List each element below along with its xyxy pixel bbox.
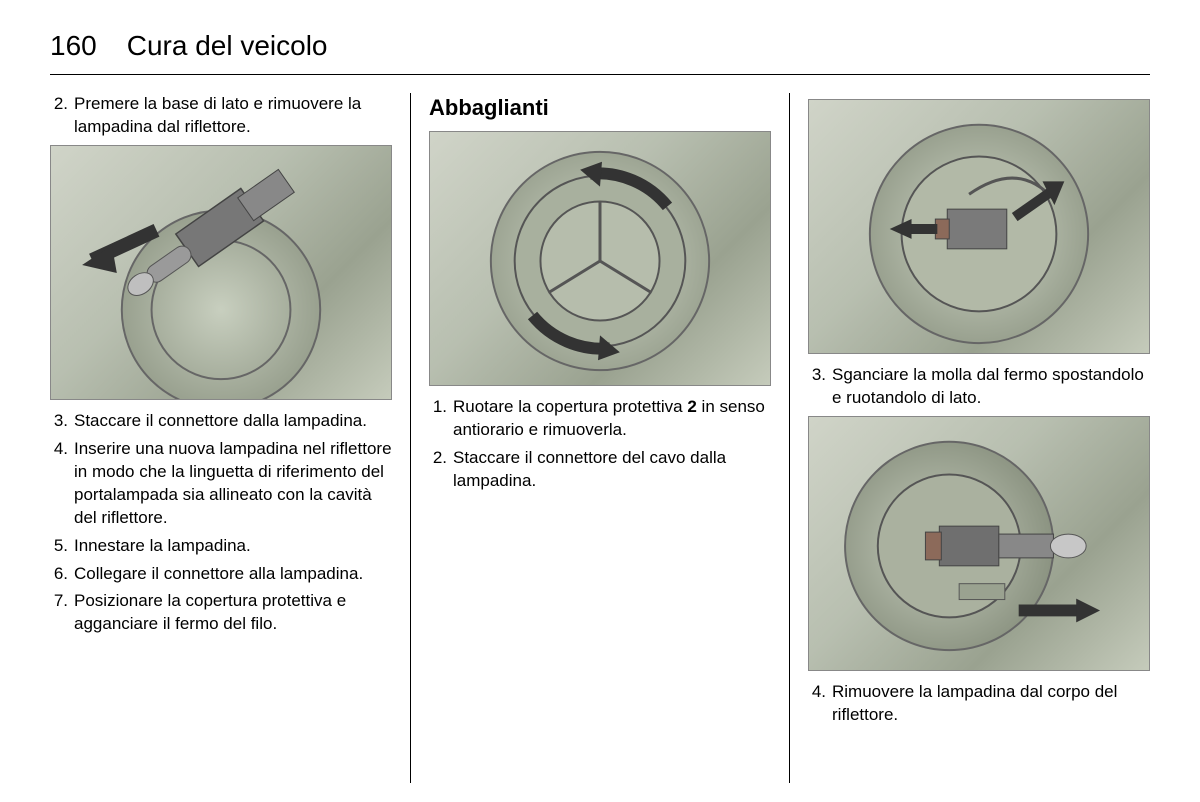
step-text: Innestare la lampadina.	[74, 535, 392, 558]
page-header: 160 Cura del veicolo	[50, 30, 1150, 75]
bulb-pull-out-illustration	[809, 417, 1149, 670]
list-item: 2. Staccare il connettore del cavo dalla…	[429, 447, 771, 493]
list-item: 6. Collegare il connettore alla lam­padi…	[50, 563, 392, 586]
col1-steps-after-figure: 3. Staccare il connettore dalla lam­padi…	[50, 410, 392, 636]
step-text: Staccare il connettore del cavo dalla la…	[453, 447, 771, 493]
spring-release-illustration	[809, 100, 1149, 353]
step-number: 4.	[808, 681, 832, 727]
content-columns: 2. Premere la base di lato e rimuo­vere …	[50, 93, 1150, 783]
step-text: Sganciare la molla dal fermo spo­standol…	[832, 364, 1150, 410]
step-number: 3.	[50, 410, 74, 433]
col3-steps-a: 3. Sganciare la molla dal fermo spo­stan…	[808, 364, 1150, 410]
ref-number-bold: 2	[687, 397, 696, 416]
step-number: 4.	[50, 438, 74, 530]
step-text: Staccare il connettore dalla lam­padina.	[74, 410, 392, 433]
list-item: 3. Staccare il connettore dalla lam­padi…	[50, 410, 392, 433]
col1-steps-before-figure: 2. Premere la base di lato e rimuo­vere …	[50, 93, 392, 139]
figure-bulb-pull-out	[808, 416, 1150, 671]
list-item: 2. Premere la base di lato e rimuo­vere …	[50, 93, 392, 139]
step-number: 2.	[429, 447, 453, 493]
step-text: Premere la base di lato e rimuo­vere la …	[74, 93, 392, 139]
step-text: Ruotare la copertura protettiva 2 in sen…	[453, 396, 771, 442]
step-number: 1.	[429, 396, 453, 442]
step-text: Inserire una nuova lampadina nel riflett…	[74, 438, 392, 530]
col2-steps: 1. Ruotare la copertura protettiva 2 in …	[429, 396, 771, 493]
chapter-title: Cura del veicolo	[127, 30, 328, 62]
step-number: 5.	[50, 535, 74, 558]
column-3: 3. Sganciare la molla dal fermo spo­stan…	[790, 93, 1150, 783]
figure-bulb-removal	[50, 145, 392, 400]
step-text: Rimuovere la lampadina dal corpo del rif…	[832, 681, 1150, 727]
step-number: 7.	[50, 590, 74, 636]
list-item: 4. Rimuovere la lampadina dal corpo del …	[808, 681, 1150, 727]
step-text-pre: Ruotare la copertura protettiva	[453, 397, 687, 416]
step-number: 2.	[50, 93, 74, 139]
col3-steps-b: 4. Rimuovere la lampadina dal corpo del …	[808, 681, 1150, 727]
section-title-abbaglianti: Abbaglianti	[429, 93, 771, 123]
list-item: 3. Sganciare la molla dal fermo spo­stan…	[808, 364, 1150, 410]
list-item: 5. Innestare la lampadina.	[50, 535, 392, 558]
step-text: Collegare il connettore alla lam­padina.	[74, 563, 392, 586]
page-number: 160	[50, 30, 97, 62]
list-item: 1. Ruotare la copertura protettiva 2 in …	[429, 396, 771, 442]
step-number: 3.	[808, 364, 832, 410]
list-item: 7. Posizionare la copertura protet­tiva …	[50, 590, 392, 636]
bulb-removal-illustration	[51, 146, 391, 399]
step-text: Posizionare la copertura protet­tiva e a…	[74, 590, 392, 636]
step-number: 6.	[50, 563, 74, 586]
column-1: 2. Premere la base di lato e rimuo­vere …	[50, 93, 411, 783]
list-item: 4. Inserire una nuova lampadina nel rifl…	[50, 438, 392, 530]
figure-spring-release	[808, 99, 1150, 354]
cap-rotation-illustration	[430, 132, 770, 385]
figure-cap-rotation	[429, 131, 771, 386]
column-2: Abbaglianti	[411, 93, 790, 783]
